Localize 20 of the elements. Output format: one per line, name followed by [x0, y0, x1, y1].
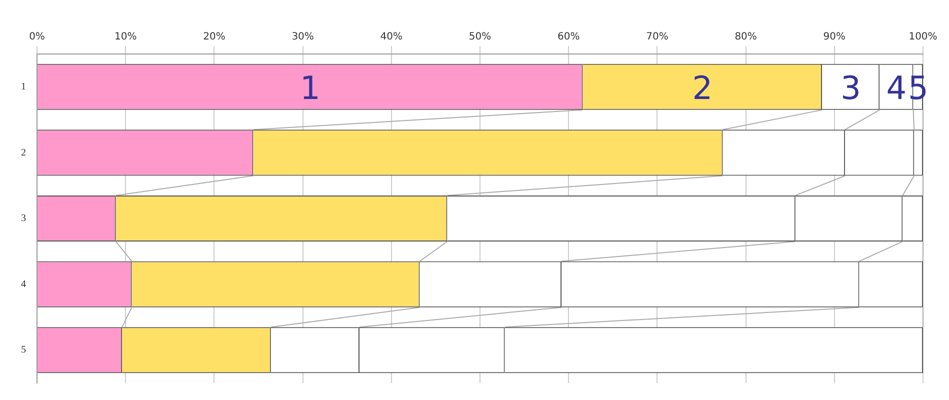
x-tick-label: 10%: [114, 32, 137, 43]
x-tick-label: 90%: [823, 32, 846, 43]
y-tick-label: 2: [21, 147, 26, 158]
x-tick-label: 40%: [380, 32, 403, 43]
x-tick-label: 100%: [908, 32, 938, 43]
series-label: 2: [692, 69, 713, 108]
x-tick-label: 70%: [646, 32, 668, 43]
y-tick-label: 1: [21, 82, 26, 93]
x-tick-label: 0%: [29, 32, 45, 43]
x-tick-label: 50%: [468, 32, 492, 43]
y-tick-label: 3: [21, 213, 26, 224]
y-tick-label: 4: [21, 278, 26, 290]
series-label: 1: [300, 69, 320, 108]
x-tick-label: 60%: [557, 32, 580, 43]
y-tick-label: 5: [21, 344, 26, 356]
series-label: 4: [886, 69, 907, 108]
x-tick-label: 30%: [292, 32, 314, 43]
x-tick-label: 80%: [734, 32, 757, 43]
series-label: 3: [840, 69, 861, 108]
x-tick-label: 20%: [203, 32, 226, 43]
